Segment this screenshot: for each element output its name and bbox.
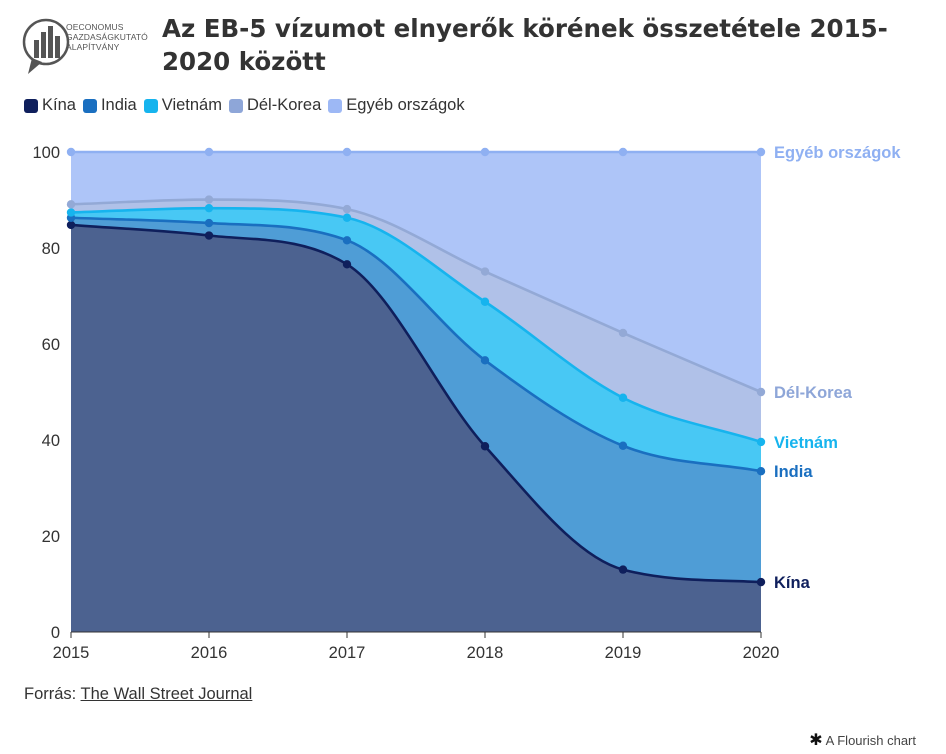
point-vietnam: [66, 208, 76, 217]
chart-title: Az EB-5 vízumot elnyerők körének összeté…: [162, 14, 888, 76]
source-link[interactable]: The Wall Street Journal: [80, 685, 253, 703]
point-india: [342, 236, 352, 245]
point-vietnam: [756, 437, 766, 447]
point-india: [480, 356, 490, 365]
point-kina: [480, 442, 490, 451]
series-end-label-vietnam: Vietnám: [774, 434, 838, 452]
series-end-label-india: India: [774, 463, 813, 481]
x-tick-label: 2018: [467, 644, 504, 662]
chart-legend: Kína India Vietnám Dél-Korea Egyéb orszá…: [24, 96, 472, 115]
point-india: [756, 467, 766, 476]
point-kina: [618, 565, 628, 574]
point-egyeb-orszagok: [342, 147, 352, 157]
point-del-korea: [480, 267, 490, 276]
point-egyeb-orszagok: [66, 147, 76, 157]
legend-item-egyeb[interactable]: Egyéb országok: [328, 96, 465, 115]
oeconomus-logo: OECONOMUS GAZDASÁGKUTATÓ ALAPÍTVÁNY: [22, 14, 162, 78]
point-vietnam: [618, 393, 628, 402]
point-del-korea: [756, 387, 766, 397]
point-vietnam: [204, 203, 214, 213]
legend-label: Kína: [42, 96, 76, 114]
line-vietnam: [70, 206, 762, 444]
y-tick-label: 0: [51, 624, 60, 642]
legend-label: India: [100, 96, 137, 114]
flourish-star-icon: ✱: [809, 732, 823, 749]
legend-swatch: [228, 98, 243, 113]
x-tick-label: 2015: [53, 644, 90, 662]
chart-header: OECONOMUS GAZDASÁGKUTATÓ ALAPÍTVÁNY Az E…: [22, 10, 922, 82]
point-del-korea: [66, 200, 76, 209]
legend-item-del-korea[interactable]: Dél-Korea: [228, 96, 322, 115]
series-end-label-del-korea: Dél-Korea: [774, 384, 853, 402]
point-kina: [66, 220, 76, 230]
point-del-korea: [618, 328, 628, 338]
source-prefix: Forrás:: [24, 685, 81, 703]
legend-swatch: [328, 98, 343, 113]
speech-bubble-bars-icon: [22, 18, 70, 74]
legend-item-kina[interactable]: Kína: [24, 96, 76, 115]
series-end-label-kina: Kína: [774, 574, 811, 592]
point-egyeb-orszagok: [618, 147, 628, 157]
point-kina: [756, 577, 766, 587]
x-tick-label: 2016: [191, 644, 228, 662]
point-del-korea: [204, 195, 214, 204]
point-kina: [204, 231, 214, 240]
x-tick-label: 2017: [329, 644, 366, 662]
point-egyeb-orszagok: [756, 147, 766, 157]
legend-label: Dél-Korea: [246, 96, 322, 114]
series-end-label-egyeb-orszagok: Egyéb országok: [774, 144, 901, 162]
area-kina: [71, 224, 761, 632]
point-india: [618, 441, 628, 450]
source-note: Forrás: The Wall Street Journal: [24, 685, 252, 704]
flourish-credit-label: A Flourish chart: [825, 732, 916, 748]
legend-item-vietnam[interactable]: Vietnám: [143, 96, 222, 115]
flourish-credit[interactable]: ✱ A Flourish chart: [809, 730, 916, 750]
legend-swatch: [143, 98, 158, 113]
point-egyeb-orszagok: [480, 147, 490, 157]
line-del-korea: [70, 198, 762, 394]
y-tick-label: 60: [42, 336, 60, 354]
y-tick-label: 40: [42, 432, 60, 450]
point-vietnam: [342, 213, 352, 222]
point-vietnam: [480, 297, 490, 306]
logo-wordmark: OECONOMUS GAZDASÁGKUTATÓ ALAPÍTVÁNY: [66, 22, 148, 52]
legend-item-india[interactable]: India: [82, 96, 137, 115]
y-tick-label: 80: [42, 240, 60, 258]
point-india: [204, 218, 214, 228]
legend-label: Vietnám: [161, 96, 222, 114]
point-kina: [342, 260, 352, 269]
point-del-korea: [342, 204, 352, 214]
legend-label: Egyéb országok: [346, 96, 465, 114]
x-tick-label: 2019: [605, 644, 642, 662]
x-tick-label: 2020: [743, 644, 780, 662]
y-tick-label: 20: [42, 528, 60, 546]
line-india: [70, 216, 762, 473]
y-tick-label: 100: [32, 144, 60, 162]
point-egyeb-orszagok: [204, 147, 214, 157]
legend-swatch: [82, 98, 97, 113]
legend-swatch: [24, 98, 38, 113]
